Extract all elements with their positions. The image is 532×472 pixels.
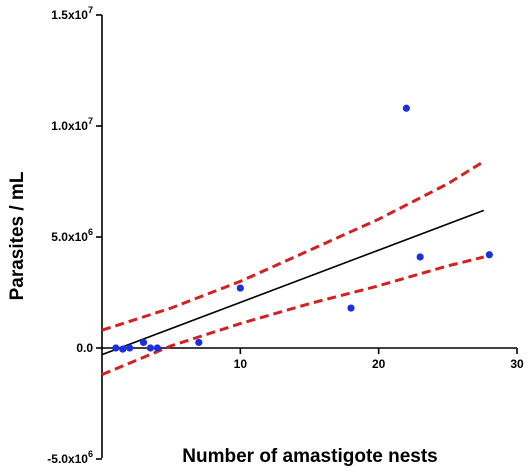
y-axis-title: Parasites / mL <box>7 171 28 300</box>
x-tick-label: 10 <box>234 357 248 371</box>
confidence-band-layer <box>101 160 485 376</box>
x-tick-label: 30 <box>510 357 524 371</box>
y-tick-label: 1.5x107 <box>51 5 93 22</box>
y-tick-label-exponent: 6 <box>88 449 93 459</box>
y-tick-label-base: 1.5x10 <box>51 8 88 22</box>
axes-layer <box>101 15 517 458</box>
y-tick-label: -5.0x106 <box>47 449 93 466</box>
data-point <box>126 344 134 352</box>
y-tick-label-base: 5.0x10 <box>51 230 88 244</box>
data-point <box>195 338 203 347</box>
y-tick-label: 0.0 <box>76 341 93 355</box>
y-tick-label: 1.0x107 <box>51 116 93 133</box>
x-tick-label: 20 <box>372 357 386 371</box>
confidence-band-lower <box>101 255 485 376</box>
y-tick-label: 5.0x106 <box>51 227 93 244</box>
y-tick-label-base: 1.0x10 <box>51 119 88 133</box>
y-tick-label-base: 0.0 <box>76 341 93 355</box>
data-point <box>485 251 493 259</box>
fit-line-layer <box>101 209 485 356</box>
confidence-band-upper <box>101 160 485 332</box>
data-point <box>112 344 120 352</box>
y-tick-label-exponent: 7 <box>88 5 93 15</box>
data-point <box>146 344 155 352</box>
data-point <box>236 284 244 292</box>
data-point <box>402 104 410 112</box>
data-point <box>139 338 148 347</box>
x-axis-title: Number of amastigote nests <box>182 446 438 467</box>
y-tick-label-base: -5.0x10 <box>47 452 88 466</box>
y-tick-label-exponent: 6 <box>88 227 93 237</box>
y-tick-label-exponent: 7 <box>88 116 93 126</box>
data-point <box>119 345 127 353</box>
points-layer <box>112 104 493 353</box>
data-point <box>416 253 424 261</box>
data-point <box>153 344 161 352</box>
regression-line <box>101 209 485 356</box>
data-point <box>347 304 355 312</box>
